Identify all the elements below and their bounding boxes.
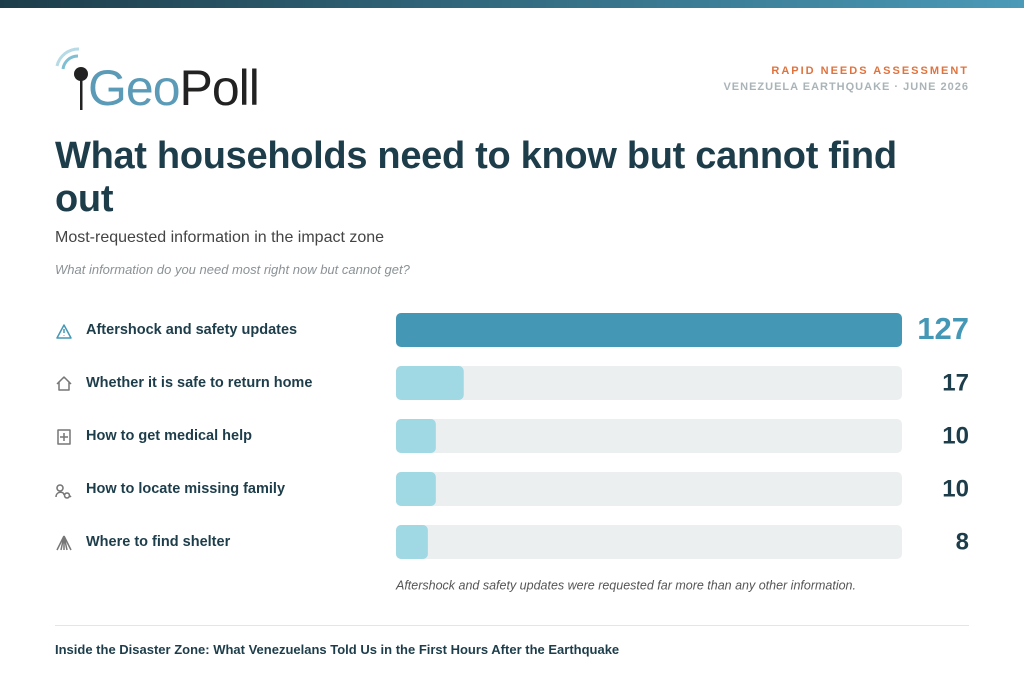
- bar: [396, 313, 902, 347]
- category-icon: [56, 535, 72, 551]
- annotation: Aftershock and safety updates were reque…: [395, 578, 856, 592]
- category-label: How to locate missing family: [86, 481, 285, 497]
- icon: [56, 376, 72, 391]
- category-icon: [55, 484, 72, 499]
- bar-track: [396, 366, 902, 400]
- category-icon: [57, 429, 71, 445]
- value-label: 127: [917, 311, 969, 346]
- value-label: 17: [942, 369, 969, 396]
- category-label: How to get medical help: [86, 428, 252, 444]
- category-label: Whether it is safe to return home: [86, 375, 312, 391]
- bar: [396, 525, 428, 559]
- icon: [56, 535, 72, 551]
- chart-title: What households need to know but cannot …: [55, 135, 897, 220]
- value-label: 10: [942, 475, 969, 502]
- brand-part: Geo: [88, 60, 181, 116]
- logo-icon: [55, 47, 88, 110]
- brand: GeoPoll: [88, 58, 260, 118]
- brand-part: Poll: [179, 60, 260, 116]
- footer: Inside the Disaster Zone: What Venezuela…: [55, 642, 620, 657]
- question: What information do you need most right …: [55, 262, 410, 277]
- top-bar: [0, 0, 1024, 8]
- bar: [396, 419, 436, 453]
- bar: [396, 366, 464, 400]
- bar: [396, 472, 436, 506]
- kicker: RAPID NEEDS ASSESSMENT: [771, 65, 969, 77]
- icon: [56, 324, 72, 339]
- icon: [55, 484, 72, 499]
- chart-subtitle: Most-requested information in the impact…: [55, 229, 385, 246]
- category-icon: [56, 324, 72, 339]
- category-label: Aftershock and safety updates: [86, 322, 297, 338]
- value-label: 8: [956, 528, 969, 555]
- divider: [55, 625, 969, 626]
- category-icon: [56, 376, 72, 391]
- bar-track: [396, 419, 902, 453]
- context: VENEZUELA EARTHQUAKE · JUNE 2026: [723, 81, 969, 93]
- category-label: Where to find shelter: [86, 534, 231, 550]
- bar-track: [396, 525, 902, 559]
- chart: Aftershock and safety updates were reque…: [55, 311, 969, 592]
- bar-track: [396, 472, 902, 506]
- icon: [57, 429, 71, 445]
- value-label: 10: [942, 422, 969, 449]
